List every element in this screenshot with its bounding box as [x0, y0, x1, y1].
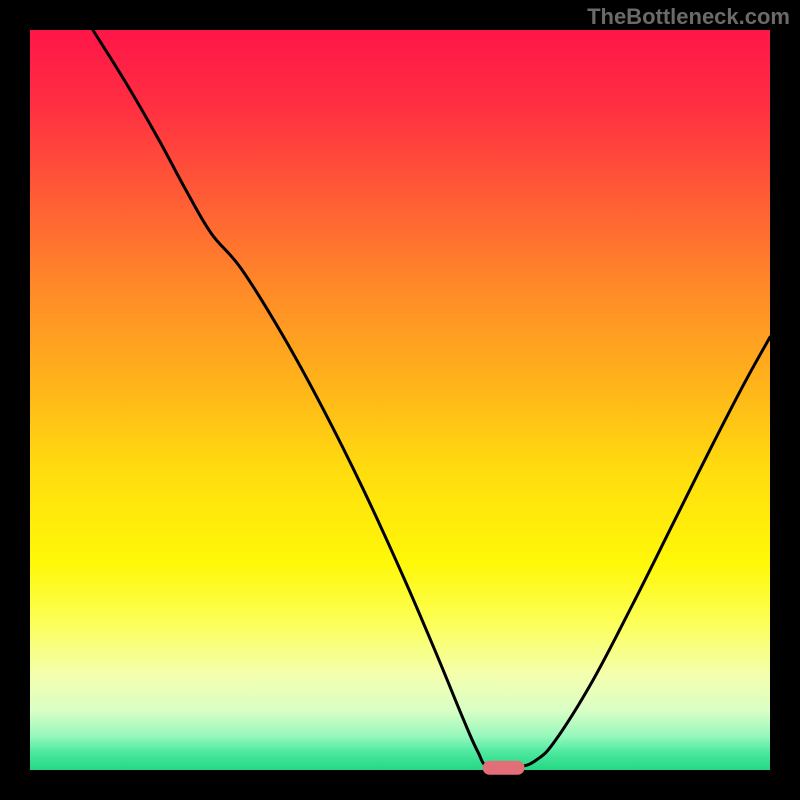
gradient-background — [30, 30, 770, 770]
watermark-text: TheBottleneck.com — [587, 4, 790, 30]
bottleneck-plot — [0, 0, 800, 800]
chart-frame: TheBottleneck.com — [0, 0, 800, 800]
